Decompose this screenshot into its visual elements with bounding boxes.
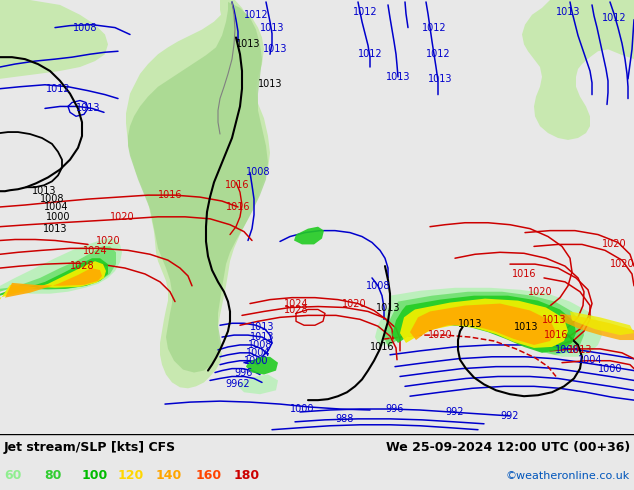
Text: 1000: 1000	[46, 212, 70, 222]
Text: 1013: 1013	[258, 79, 282, 89]
Text: 1013: 1013	[250, 322, 275, 332]
Text: 1008: 1008	[555, 345, 579, 355]
Text: 1024: 1024	[283, 298, 308, 309]
Polygon shape	[294, 227, 324, 245]
Text: 160: 160	[196, 469, 222, 483]
Text: 1013: 1013	[514, 322, 538, 332]
Text: We 25-09-2024 12:00 UTC (00+36): We 25-09-2024 12:00 UTC (00+36)	[385, 441, 630, 454]
Polygon shape	[400, 298, 568, 348]
Text: 1013: 1013	[262, 44, 287, 54]
Text: 1012: 1012	[602, 13, 626, 23]
Text: 1000: 1000	[290, 404, 314, 414]
Text: 1008: 1008	[73, 23, 97, 33]
Text: 1028: 1028	[283, 305, 308, 316]
Polygon shape	[580, 0, 634, 39]
Text: ©weatheronline.co.uk: ©weatheronline.co.uk	[506, 471, 630, 481]
Polygon shape	[522, 0, 634, 140]
Text: 1004: 1004	[44, 202, 68, 212]
Text: 1012: 1012	[243, 10, 268, 20]
Text: 1016: 1016	[226, 202, 250, 212]
Text: 1016: 1016	[158, 190, 182, 200]
Text: 988: 988	[336, 414, 354, 424]
Text: 1004: 1004	[578, 355, 602, 365]
Text: 1004: 1004	[246, 348, 270, 358]
Text: 1013: 1013	[458, 319, 482, 329]
Text: 1008: 1008	[248, 340, 272, 350]
Polygon shape	[0, 258, 108, 295]
Text: 1020: 1020	[96, 237, 120, 246]
Text: 1013: 1013	[260, 23, 284, 33]
Text: 1013: 1013	[42, 223, 67, 234]
Text: 1013: 1013	[250, 332, 275, 342]
Text: 1013: 1013	[385, 72, 410, 82]
Text: 1012: 1012	[46, 84, 70, 94]
Text: 140: 140	[156, 469, 182, 483]
Polygon shape	[0, 261, 106, 299]
Polygon shape	[560, 314, 634, 340]
Text: 1016: 1016	[512, 269, 536, 279]
Polygon shape	[570, 312, 634, 335]
Polygon shape	[5, 268, 102, 297]
Text: 1013: 1013	[376, 303, 400, 314]
Text: 100: 100	[82, 469, 108, 483]
Text: 1013: 1013	[32, 186, 56, 196]
Polygon shape	[0, 239, 122, 294]
Text: 1012: 1012	[353, 7, 377, 17]
Polygon shape	[0, 0, 108, 79]
Text: 180: 180	[234, 469, 260, 483]
Polygon shape	[128, 2, 268, 372]
Text: 1013: 1013	[541, 315, 566, 325]
Text: 996: 996	[386, 404, 404, 414]
Text: 1013: 1013	[556, 7, 580, 17]
Polygon shape	[238, 374, 278, 394]
Text: 1020: 1020	[342, 298, 366, 309]
Text: 1013: 1013	[75, 103, 100, 113]
Text: 1013: 1013	[428, 74, 452, 84]
Text: 120: 120	[118, 469, 145, 483]
Text: 1020: 1020	[527, 287, 552, 297]
Polygon shape	[220, 0, 252, 41]
Text: 80: 80	[44, 469, 61, 483]
Polygon shape	[126, 2, 270, 388]
Polygon shape	[410, 304, 556, 345]
Text: 1008: 1008	[246, 168, 270, 177]
Text: 1012: 1012	[425, 49, 450, 59]
Polygon shape	[0, 246, 116, 292]
Text: 1016: 1016	[370, 342, 394, 352]
Text: 1020: 1020	[110, 212, 134, 222]
Text: 1028: 1028	[70, 261, 94, 271]
Text: 9962: 9962	[226, 379, 250, 390]
Text: 992: 992	[501, 411, 519, 421]
Text: 1020: 1020	[428, 330, 452, 340]
Polygon shape	[392, 295, 576, 353]
Text: 60: 60	[4, 469, 22, 483]
Text: 1024: 1024	[82, 246, 107, 256]
Polygon shape	[246, 357, 278, 374]
Text: 1008: 1008	[366, 281, 391, 291]
Text: 992: 992	[446, 407, 464, 417]
Text: 1008: 1008	[40, 194, 64, 204]
Text: 996: 996	[235, 368, 253, 377]
Polygon shape	[375, 288, 602, 357]
Text: 1012: 1012	[358, 49, 382, 59]
Polygon shape	[384, 292, 584, 355]
Text: 1016: 1016	[544, 330, 568, 340]
Text: 1013: 1013	[236, 39, 260, 49]
Text: 1020: 1020	[602, 240, 626, 249]
Text: Jet stream/SLP [kts] CFS: Jet stream/SLP [kts] CFS	[4, 441, 176, 454]
Text: 1013: 1013	[568, 345, 592, 355]
Text: 1000: 1000	[598, 364, 622, 373]
Text: 1000: 1000	[243, 356, 268, 366]
Text: 1012: 1012	[422, 23, 446, 33]
Text: 1020: 1020	[610, 259, 634, 269]
Text: 1016: 1016	[224, 180, 249, 190]
